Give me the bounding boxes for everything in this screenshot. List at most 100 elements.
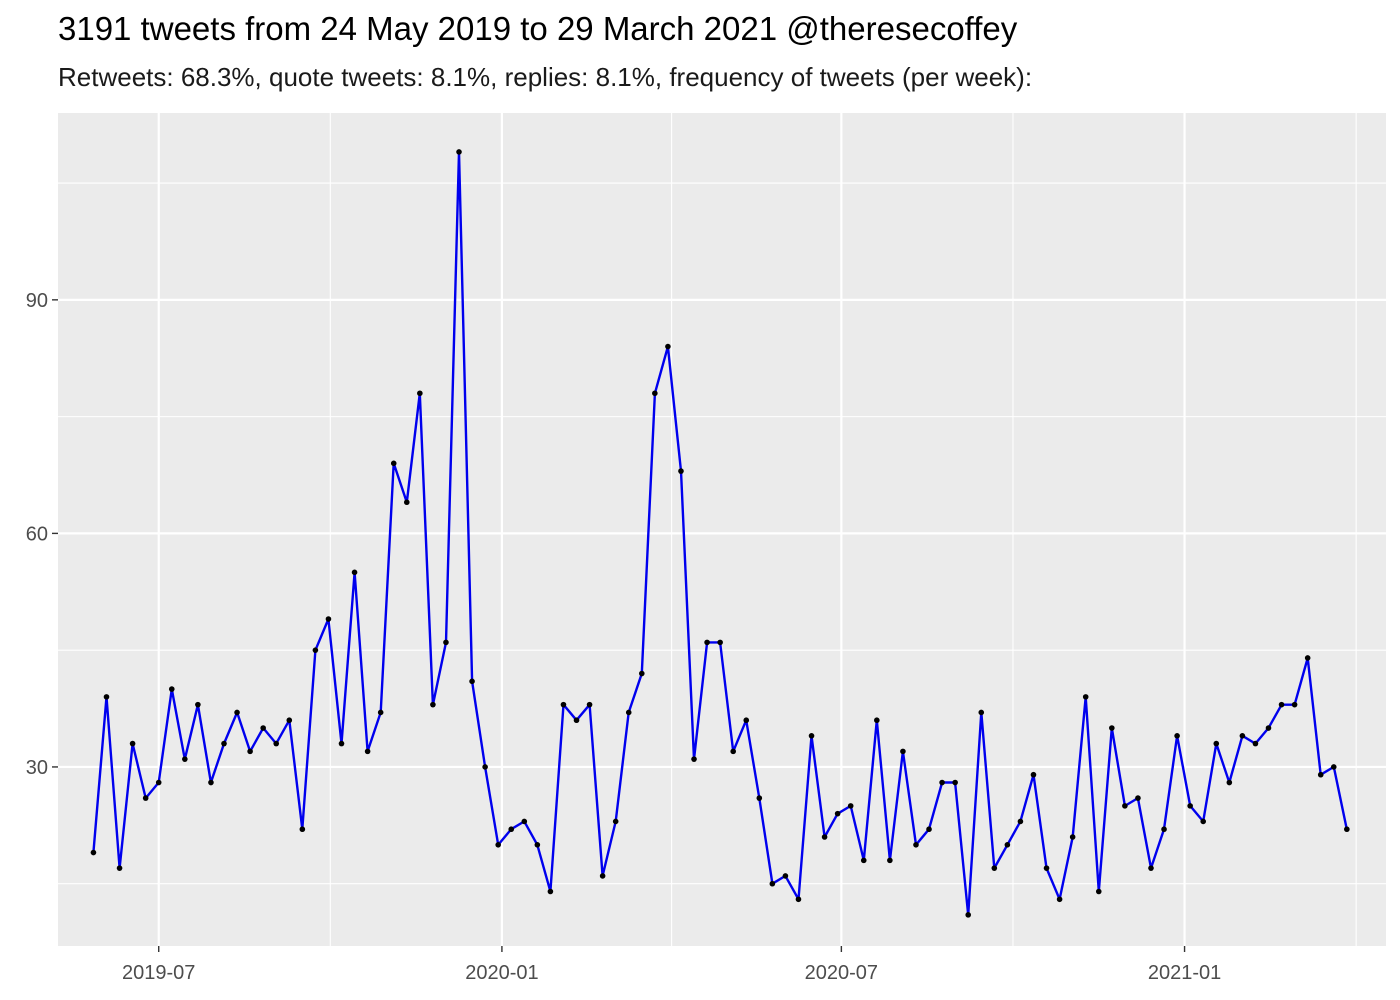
data-point: [1252, 740, 1259, 747]
data-point: [495, 841, 501, 848]
data-point: [1317, 771, 1324, 778]
series-points: [90, 149, 1350, 918]
y-tick-label: 60: [26, 523, 48, 545]
data-point: [547, 888, 554, 895]
data-point: [1109, 725, 1115, 731]
data-point: [260, 725, 266, 731]
data-point: [847, 803, 854, 809]
data-point: [887, 857, 893, 864]
y-tick-label: 90: [26, 290, 48, 312]
data-point: [312, 647, 319, 653]
data-point: [821, 834, 828, 840]
data-point: [652, 390, 658, 397]
data-point: [90, 849, 97, 856]
data-point: [1187, 803, 1193, 809]
y-axis-labels: 30 60 90: [26, 290, 48, 779]
x-tick-label: 2020-01: [465, 962, 538, 984]
data-point: [913, 841, 919, 848]
data-point: [665, 343, 671, 350]
data-point: [142, 795, 149, 801]
x-tick-label: 2020-07: [805, 962, 878, 984]
data-point: [168, 686, 175, 692]
data-point: [769, 880, 776, 887]
data-point: [286, 717, 293, 724]
data-point: [1226, 779, 1233, 786]
chart-title: 3191 tweets from 24 May 2019 to 29 March…: [58, 10, 1018, 47]
data-point: [965, 912, 972, 918]
data-point: [1200, 818, 1207, 825]
data-point: [795, 896, 802, 903]
data-point: [834, 810, 841, 817]
data-point: [691, 756, 697, 762]
data-point: [586, 701, 593, 708]
data-point: [717, 639, 723, 646]
data-point: [390, 460, 397, 467]
data-point: [1265, 725, 1272, 731]
data-point: [939, 779, 945, 786]
data-point: [978, 709, 985, 716]
data-point: [1043, 865, 1050, 871]
data-point: [273, 740, 280, 747]
data-point: [1161, 826, 1167, 833]
x-axis-labels: 2019-07 2020-01 2020-07 2021-01: [122, 962, 1221, 984]
data-point: [730, 748, 736, 755]
data-point: [926, 826, 932, 833]
data-point: [103, 694, 110, 700]
data-point: [325, 616, 332, 622]
data-point: [116, 865, 123, 871]
data-point: [1135, 795, 1141, 801]
data-point: [1330, 764, 1337, 770]
data-point: [678, 468, 684, 474]
data-point: [900, 748, 906, 755]
data-point: [625, 709, 632, 716]
data-point: [704, 639, 710, 646]
data-point: [1082, 694, 1089, 700]
data-point: [874, 717, 880, 724]
data-point: [991, 865, 998, 871]
data-point: [469, 678, 475, 685]
data-point: [182, 756, 188, 762]
x-tick-label: 2019-07: [122, 962, 195, 984]
chart-subtitle: Retweets: 68.3%, quote tweets: 8.1%, rep…: [58, 62, 1033, 92]
data-point: [417, 390, 423, 397]
data-point: [1344, 826, 1350, 833]
data-point: [1278, 701, 1285, 708]
data-point: [1304, 655, 1311, 661]
data-point: [808, 733, 815, 739]
plot-panel: [58, 113, 1386, 946]
major-gridlines: [58, 113, 1386, 946]
data-point: [338, 740, 345, 747]
data-point: [521, 818, 528, 825]
data-point: [1174, 733, 1180, 739]
data-point: [234, 709, 240, 716]
data-point: [351, 569, 358, 576]
x-tick-label: 2021-01: [1148, 962, 1221, 984]
data-point: [195, 701, 201, 708]
data-point: [430, 701, 436, 708]
data-point: [1148, 865, 1154, 871]
data-point: [638, 670, 645, 677]
data-point: [1213, 740, 1220, 747]
data-point: [247, 748, 253, 755]
data-point: [1017, 818, 1024, 825]
data-point: [612, 818, 619, 825]
data-point: [221, 740, 227, 747]
data-point: [508, 826, 515, 833]
data-point: [756, 795, 763, 801]
data-point: [952, 779, 958, 786]
data-point: [129, 740, 136, 747]
data-point: [743, 717, 750, 724]
data-point: [1056, 896, 1063, 903]
data-point: [534, 841, 541, 848]
data-point: [860, 857, 867, 864]
minor-gridlines: [58, 113, 1386, 946]
data-point: [1239, 733, 1246, 739]
data-point: [155, 779, 162, 786]
data-point: [782, 873, 789, 879]
data-point: [1291, 701, 1298, 708]
data-point: [1122, 803, 1128, 809]
data-point: [1069, 834, 1076, 840]
axis-ticks: [52, 299, 1186, 952]
data-point: [560, 701, 567, 708]
